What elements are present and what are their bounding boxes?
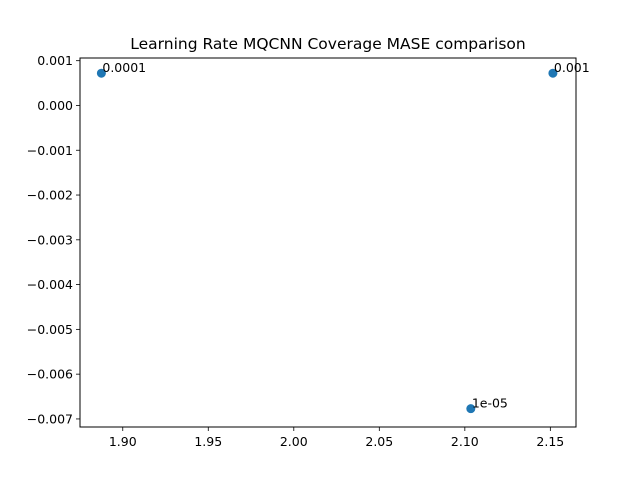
- y-tick-label: −0.007: [27, 411, 73, 426]
- point-label: 1e-05: [472, 396, 508, 411]
- chart-title: Learning Rate MQCNN Coverage MASE compar…: [130, 35, 525, 53]
- y-tick-label: −0.001: [27, 143, 73, 158]
- y-tick-label: −0.004: [27, 277, 73, 292]
- point-label: 0.0001: [102, 60, 146, 75]
- scatter-point: [466, 404, 476, 414]
- plot-area-frame: [79, 57, 577, 428]
- scatter-point: [548, 68, 558, 78]
- y-tick-label: −0.003: [27, 232, 73, 247]
- y-tick-label: −0.006: [27, 367, 73, 382]
- x-tick-label: 2.10: [451, 434, 479, 449]
- x-tick-label: 1.90: [109, 434, 137, 449]
- point-label: 0.001: [554, 60, 590, 75]
- x-tick-label: 2.15: [536, 434, 564, 449]
- y-axis: 0.001 0.000 −0.001 −0.002 −0.003 −0.004 −0.005…: [27, 53, 80, 426]
- x-tick-label: 1.95: [194, 434, 222, 449]
- x-axis: 1.90 1.95 2.00 2.05 2.10 2.15: [109, 427, 564, 449]
- x-tick-label: 2.05: [365, 434, 393, 449]
- x-tick-label: 2.00: [280, 434, 308, 449]
- y-tick-label: −0.002: [27, 188, 73, 203]
- y-tick-label: 0.001: [37, 53, 73, 68]
- y-tick-label: −0.005: [27, 322, 73, 337]
- y-tick-label: 0.000: [37, 98, 73, 113]
- data-points: 0.0001 0.001 1e-05: [96, 60, 590, 414]
- scatter-point: [96, 68, 106, 78]
